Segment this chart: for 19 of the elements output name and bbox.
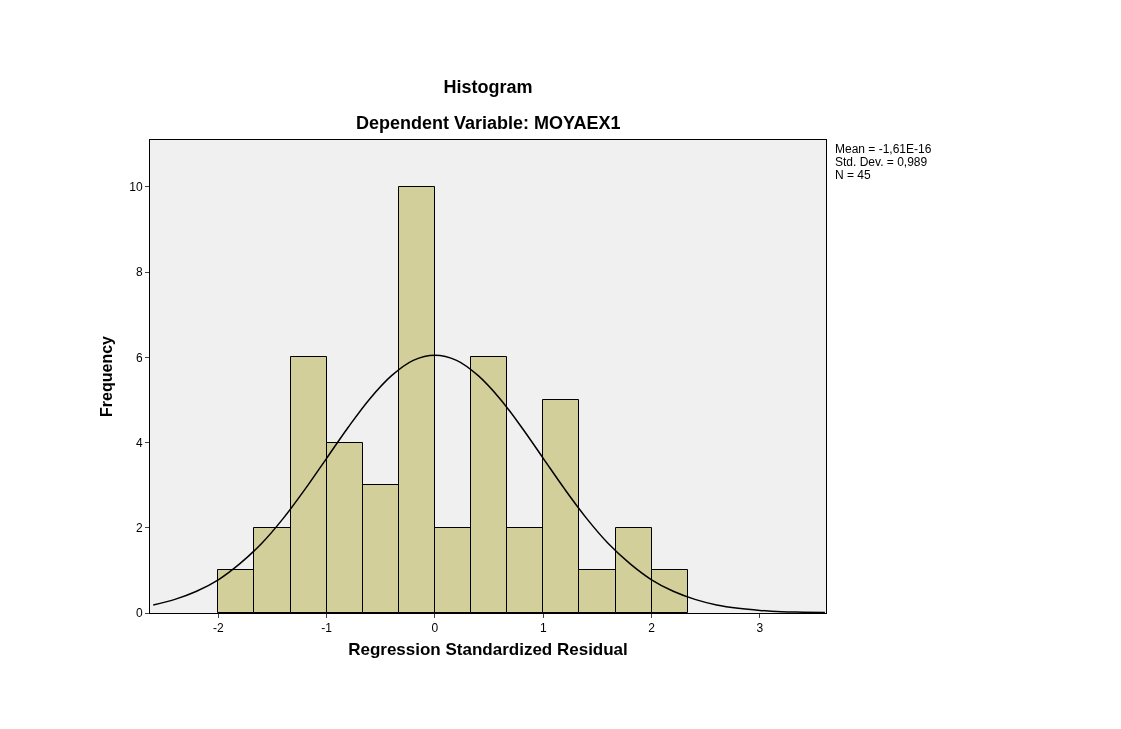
text: Mean = -1,61E-16	[835, 142, 932, 156]
y-tick-label: 4	[135, 435, 143, 450]
y-axis-title: Frequency	[98, 335, 116, 417]
y-tick-label: 0	[135, 606, 143, 621]
y-tick-label: 8	[135, 265, 143, 280]
y-tick-label: 10	[129, 180, 143, 195]
x-tick-label: 3	[756, 621, 764, 636]
x-axis-title: Regression Standardized Residual	[348, 639, 628, 659]
chart-title: Histogram	[443, 77, 533, 98]
y-tick-label: 2	[135, 520, 143, 535]
x-tick-label: -2	[212, 621, 224, 636]
text: N = 45	[835, 168, 872, 182]
x-tick-label: 2	[648, 621, 656, 636]
chart-subtitle: Dependent Variable: MOYAEX1	[356, 113, 621, 133]
x-tick-label: 1	[539, 621, 547, 636]
x-tick-label: 0	[431, 621, 439, 636]
y-tick-label: 6	[135, 350, 143, 365]
text: Std. Dev. = 0,989	[835, 155, 928, 169]
x-tick-label: -1	[321, 621, 333, 636]
